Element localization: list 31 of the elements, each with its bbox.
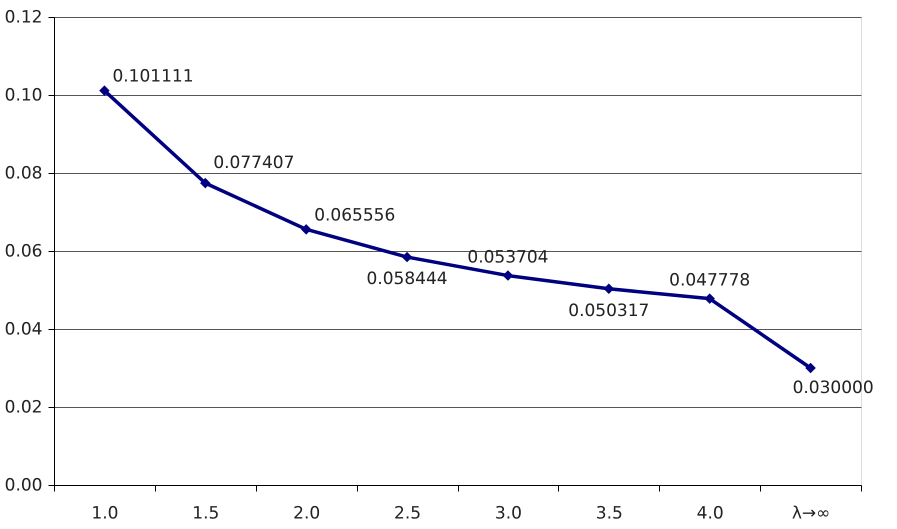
data-label: 0.101111 (112, 66, 194, 87)
y-tick-label: 0.02 (4, 398, 42, 418)
data-label: 0.065556 (314, 205, 396, 226)
point (805, 362, 816, 374)
point (200, 178, 211, 188)
data-label: 0.047778 (669, 270, 750, 291)
x-tick-label: 2.0 (293, 504, 320, 524)
y-tick-label: 0.00 (4, 476, 42, 496)
point (99, 85, 110, 96)
x-tick-label: 2.5 (394, 504, 422, 524)
data-label: 0.030000 (792, 378, 874, 398)
y-tick-label: 0.04 (4, 320, 42, 340)
data-label: 0.050317 (568, 300, 650, 321)
x-tick-label: λ→∞ (792, 504, 830, 524)
x-tick-label: 3.0 (494, 504, 522, 524)
point (502, 270, 514, 281)
x-tick-label: 1.0 (91, 504, 118, 524)
y-tick-label: 0.08 (4, 164, 42, 184)
y-tick-label: 0.10 (4, 86, 42, 106)
data-label: 0.077407 (213, 153, 294, 174)
point (402, 252, 412, 262)
x-tick-label: 3.5 (596, 504, 623, 524)
point (300, 224, 312, 235)
point (704, 293, 715, 304)
point (604, 284, 614, 294)
data-label: 0.053704 (467, 248, 548, 268)
y-tick-label: 0.12 (4, 8, 42, 28)
data-label: 0.058444 (366, 269, 448, 290)
x-tick-label: 1.5 (192, 504, 220, 524)
y-tick-label: 0.06 (4, 242, 42, 262)
x-tick-label: 4.0 (696, 504, 724, 524)
